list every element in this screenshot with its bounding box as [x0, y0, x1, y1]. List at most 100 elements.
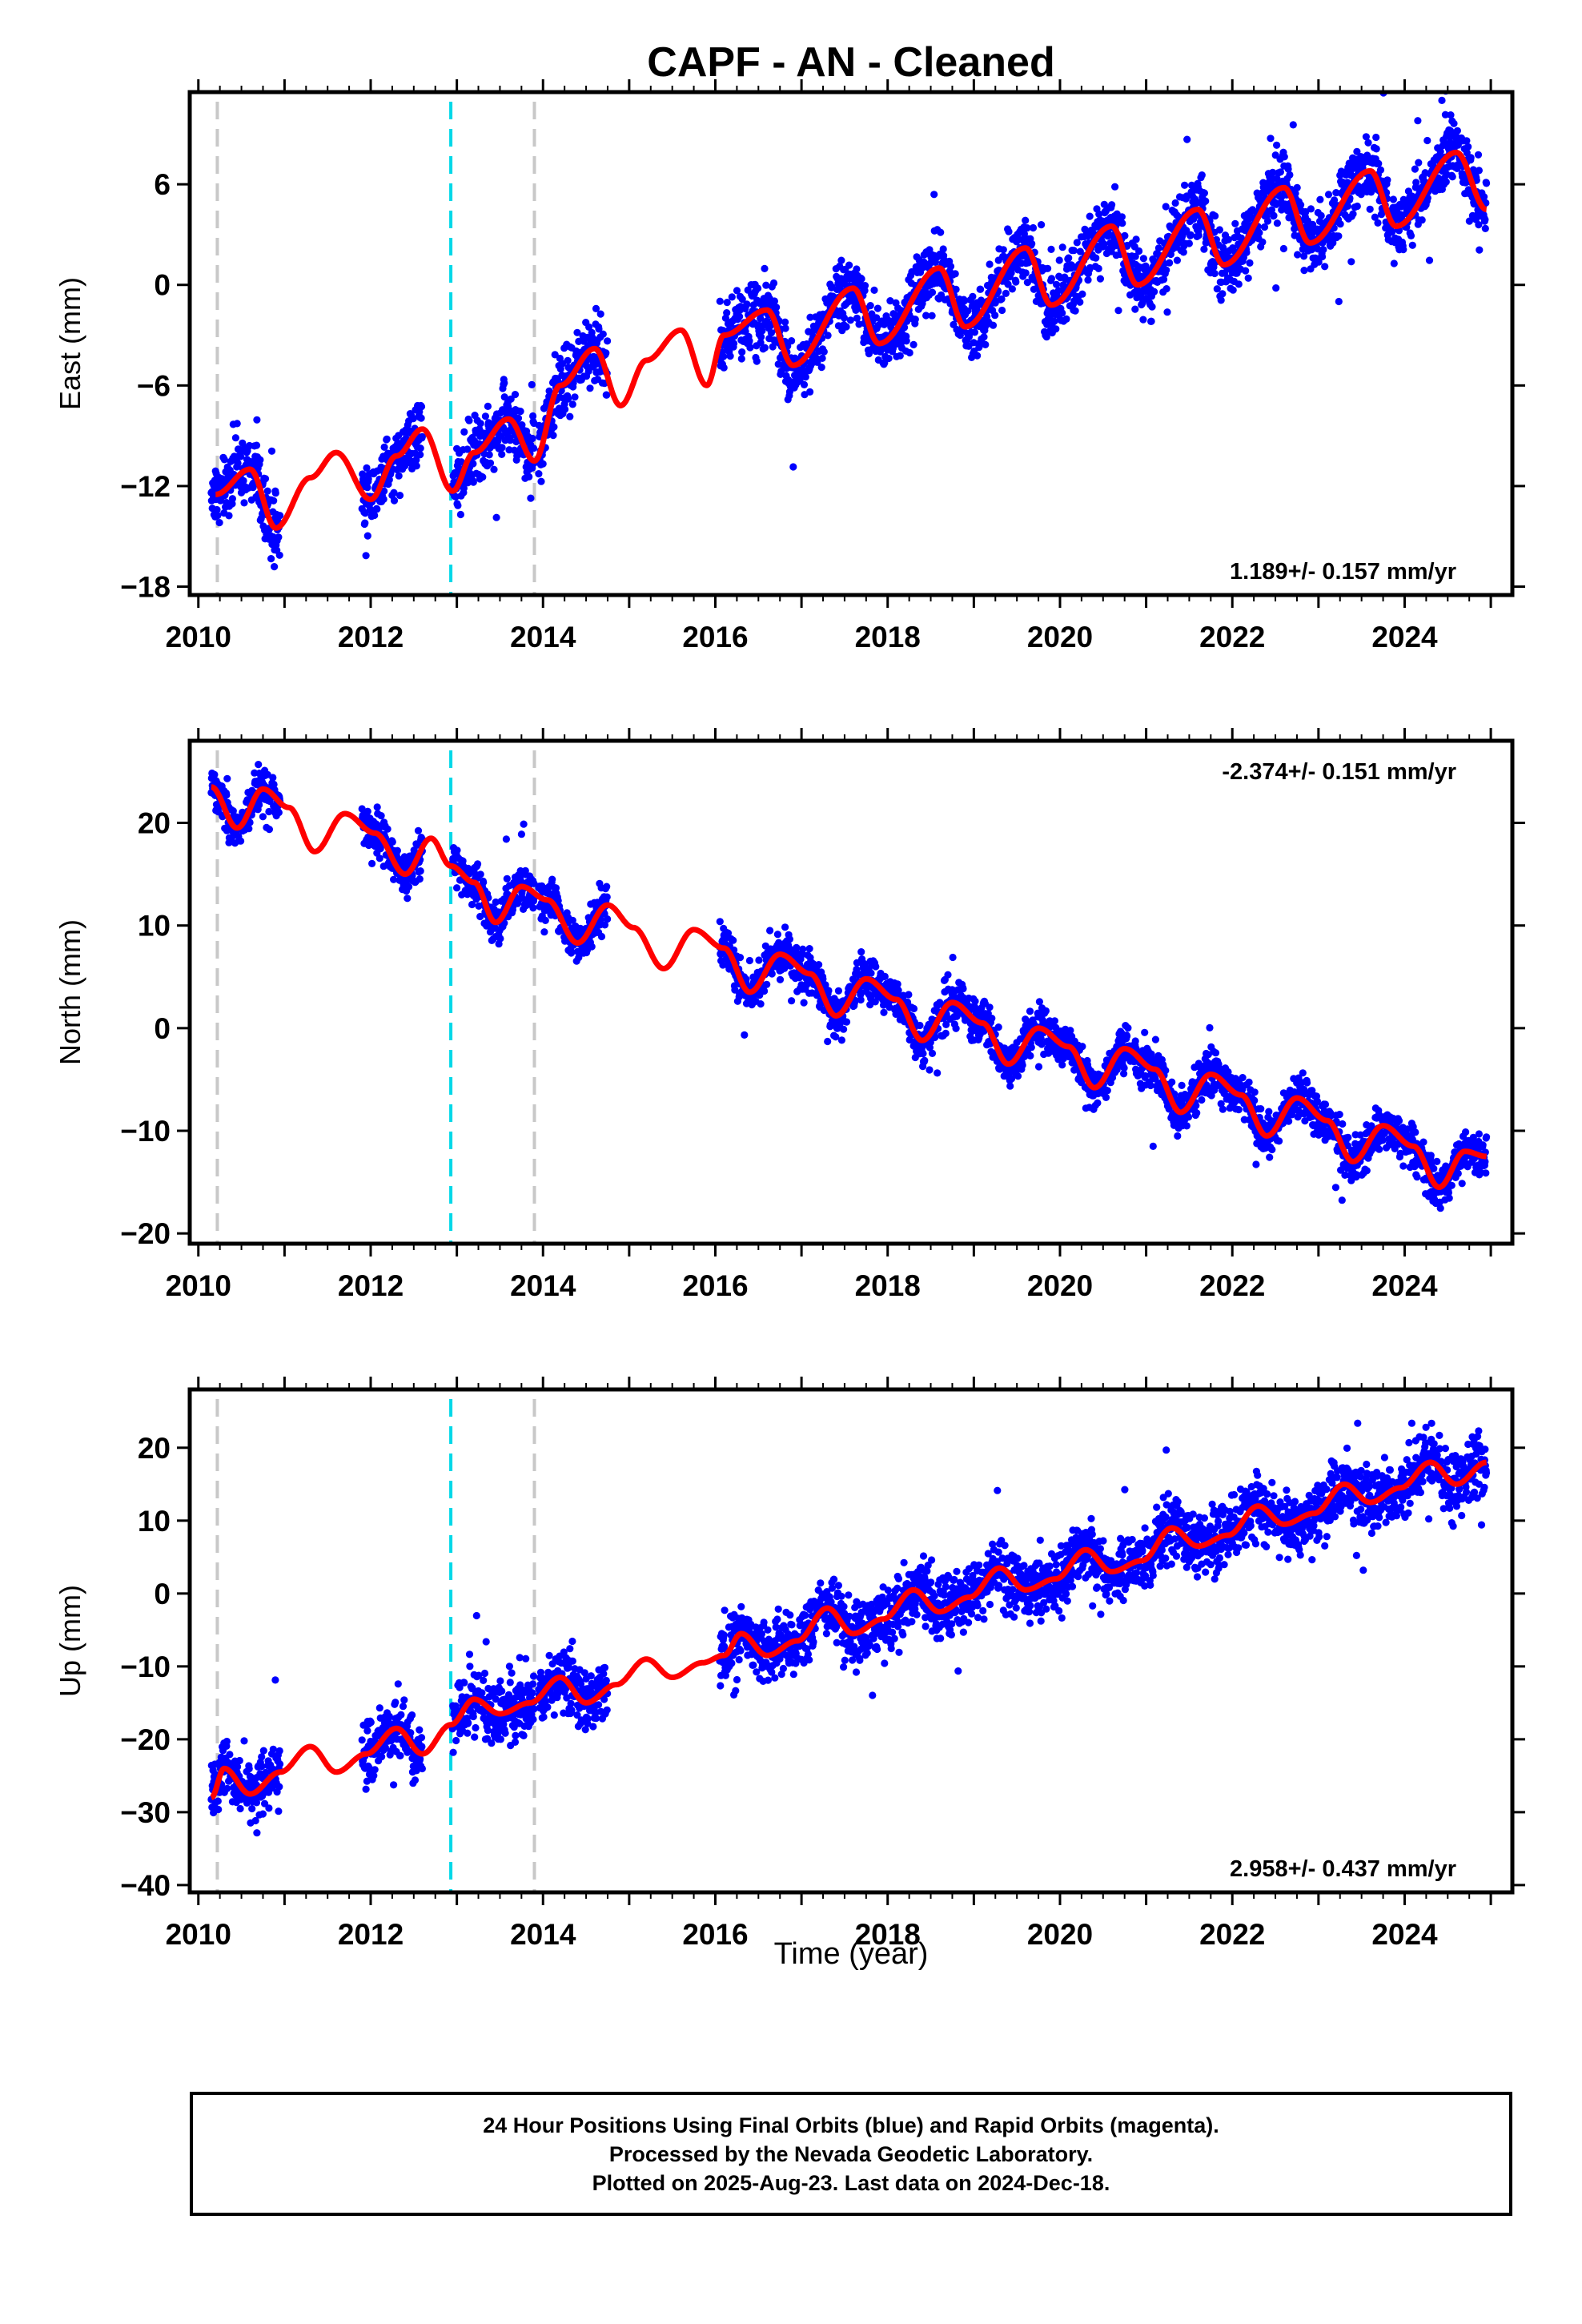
data-point: [928, 288, 937, 296]
data-point: [1425, 256, 1434, 264]
data-point: [928, 1049, 937, 1057]
data-point: [253, 416, 261, 424]
data-point: [757, 339, 765, 347]
x-tick-label: 2010: [166, 621, 231, 653]
data-point: [733, 287, 741, 295]
data-point: [986, 260, 994, 268]
data-point: [1475, 167, 1483, 175]
data-point: [930, 191, 938, 199]
data-point: [586, 384, 594, 392]
data-point: [1154, 244, 1162, 252]
final-orbit-points: [207, 761, 1491, 1212]
y-tick-label: −12: [120, 470, 171, 503]
data-point: [1141, 1028, 1149, 1036]
data-point: [270, 497, 278, 505]
data-point: [379, 495, 387, 504]
data-point: [363, 807, 371, 815]
data-point: [1131, 1037, 1139, 1045]
data-point: [1407, 231, 1415, 239]
data-point: [476, 420, 484, 428]
data-point: [885, 354, 893, 363]
data-point: [723, 309, 731, 317]
data-point: [1131, 252, 1139, 260]
data-point: [1244, 274, 1252, 282]
y-tick-label: 6: [154, 168, 171, 201]
data-point: [861, 282, 869, 290]
data-point: [375, 854, 383, 862]
model-fit-line: [213, 149, 1489, 531]
data-point: [1008, 285, 1016, 293]
data-point: [1147, 317, 1155, 325]
panel-north: 2010 2012 2014 2016 2018 2020 2022 202420100−10…: [54, 728, 1525, 1302]
data-point: [275, 551, 283, 559]
data-point: [596, 310, 604, 318]
data-point: [991, 299, 999, 307]
data-point: [1375, 159, 1383, 167]
data-point: [1412, 179, 1420, 187]
data-point: [380, 487, 388, 495]
data-point: [417, 414, 425, 422]
data-point: [743, 300, 751, 308]
data-point: [776, 975, 785, 983]
data-point: [937, 228, 945, 236]
data-point: [1007, 269, 1015, 277]
data-point: [1231, 219, 1239, 227]
data-point: [865, 350, 873, 358]
data-point: [1012, 278, 1020, 286]
data-point: [1065, 254, 1073, 262]
data-point: [793, 943, 801, 951]
data-point: [539, 460, 547, 468]
data-point: [529, 412, 537, 420]
data-point: [998, 306, 1006, 315]
data-point: [1307, 205, 1315, 213]
data-point: [390, 497, 399, 505]
data-point: [769, 343, 777, 351]
data-point: [405, 883, 413, 891]
data-point: [1388, 228, 1396, 236]
data-point: [908, 267, 916, 276]
data-point: [1286, 171, 1294, 179]
data-point: [799, 945, 807, 953]
data-point: [785, 935, 794, 943]
data-point: [1047, 245, 1055, 253]
data-point: [453, 884, 461, 892]
data-point: [404, 895, 412, 903]
data-point: [716, 297, 724, 305]
data-point: [1022, 216, 1030, 224]
data-point: [516, 407, 524, 416]
data-point: [905, 991, 913, 999]
data-point: [550, 423, 558, 431]
data-point: [745, 956, 754, 965]
data-point: [214, 512, 222, 520]
data-point: [837, 256, 845, 264]
data-point: [852, 306, 860, 314]
data-point: [921, 1056, 929, 1064]
data-point: [1273, 141, 1281, 149]
data-point: [1118, 213, 1126, 221]
data-point: [1456, 55, 1464, 62]
data-point: [1367, 188, 1375, 196]
data-point: [781, 318, 789, 326]
data-point: [1474, 151, 1483, 159]
data-point: [846, 316, 854, 324]
data-point: [548, 875, 556, 883]
data-point: [1179, 248, 1187, 256]
data-point: [1139, 255, 1147, 263]
data-point: [1450, 119, 1458, 127]
data-point: [754, 284, 762, 292]
data-point: [267, 555, 275, 563]
data-point: [1042, 1007, 1050, 1015]
data-point: [873, 314, 881, 322]
data-point: [991, 312, 999, 320]
data-point: [909, 1004, 918, 1013]
data-point: [469, 460, 477, 468]
data-point: [267, 447, 276, 455]
data-point: [1480, 193, 1488, 201]
data-point: [986, 1003, 994, 1011]
data-point: [275, 533, 283, 541]
data-point: [1324, 191, 1333, 199]
data-point: [1071, 307, 1079, 315]
data-point: [1121, 231, 1129, 239]
data-point: [737, 355, 745, 363]
data-point: [1034, 1063, 1043, 1071]
